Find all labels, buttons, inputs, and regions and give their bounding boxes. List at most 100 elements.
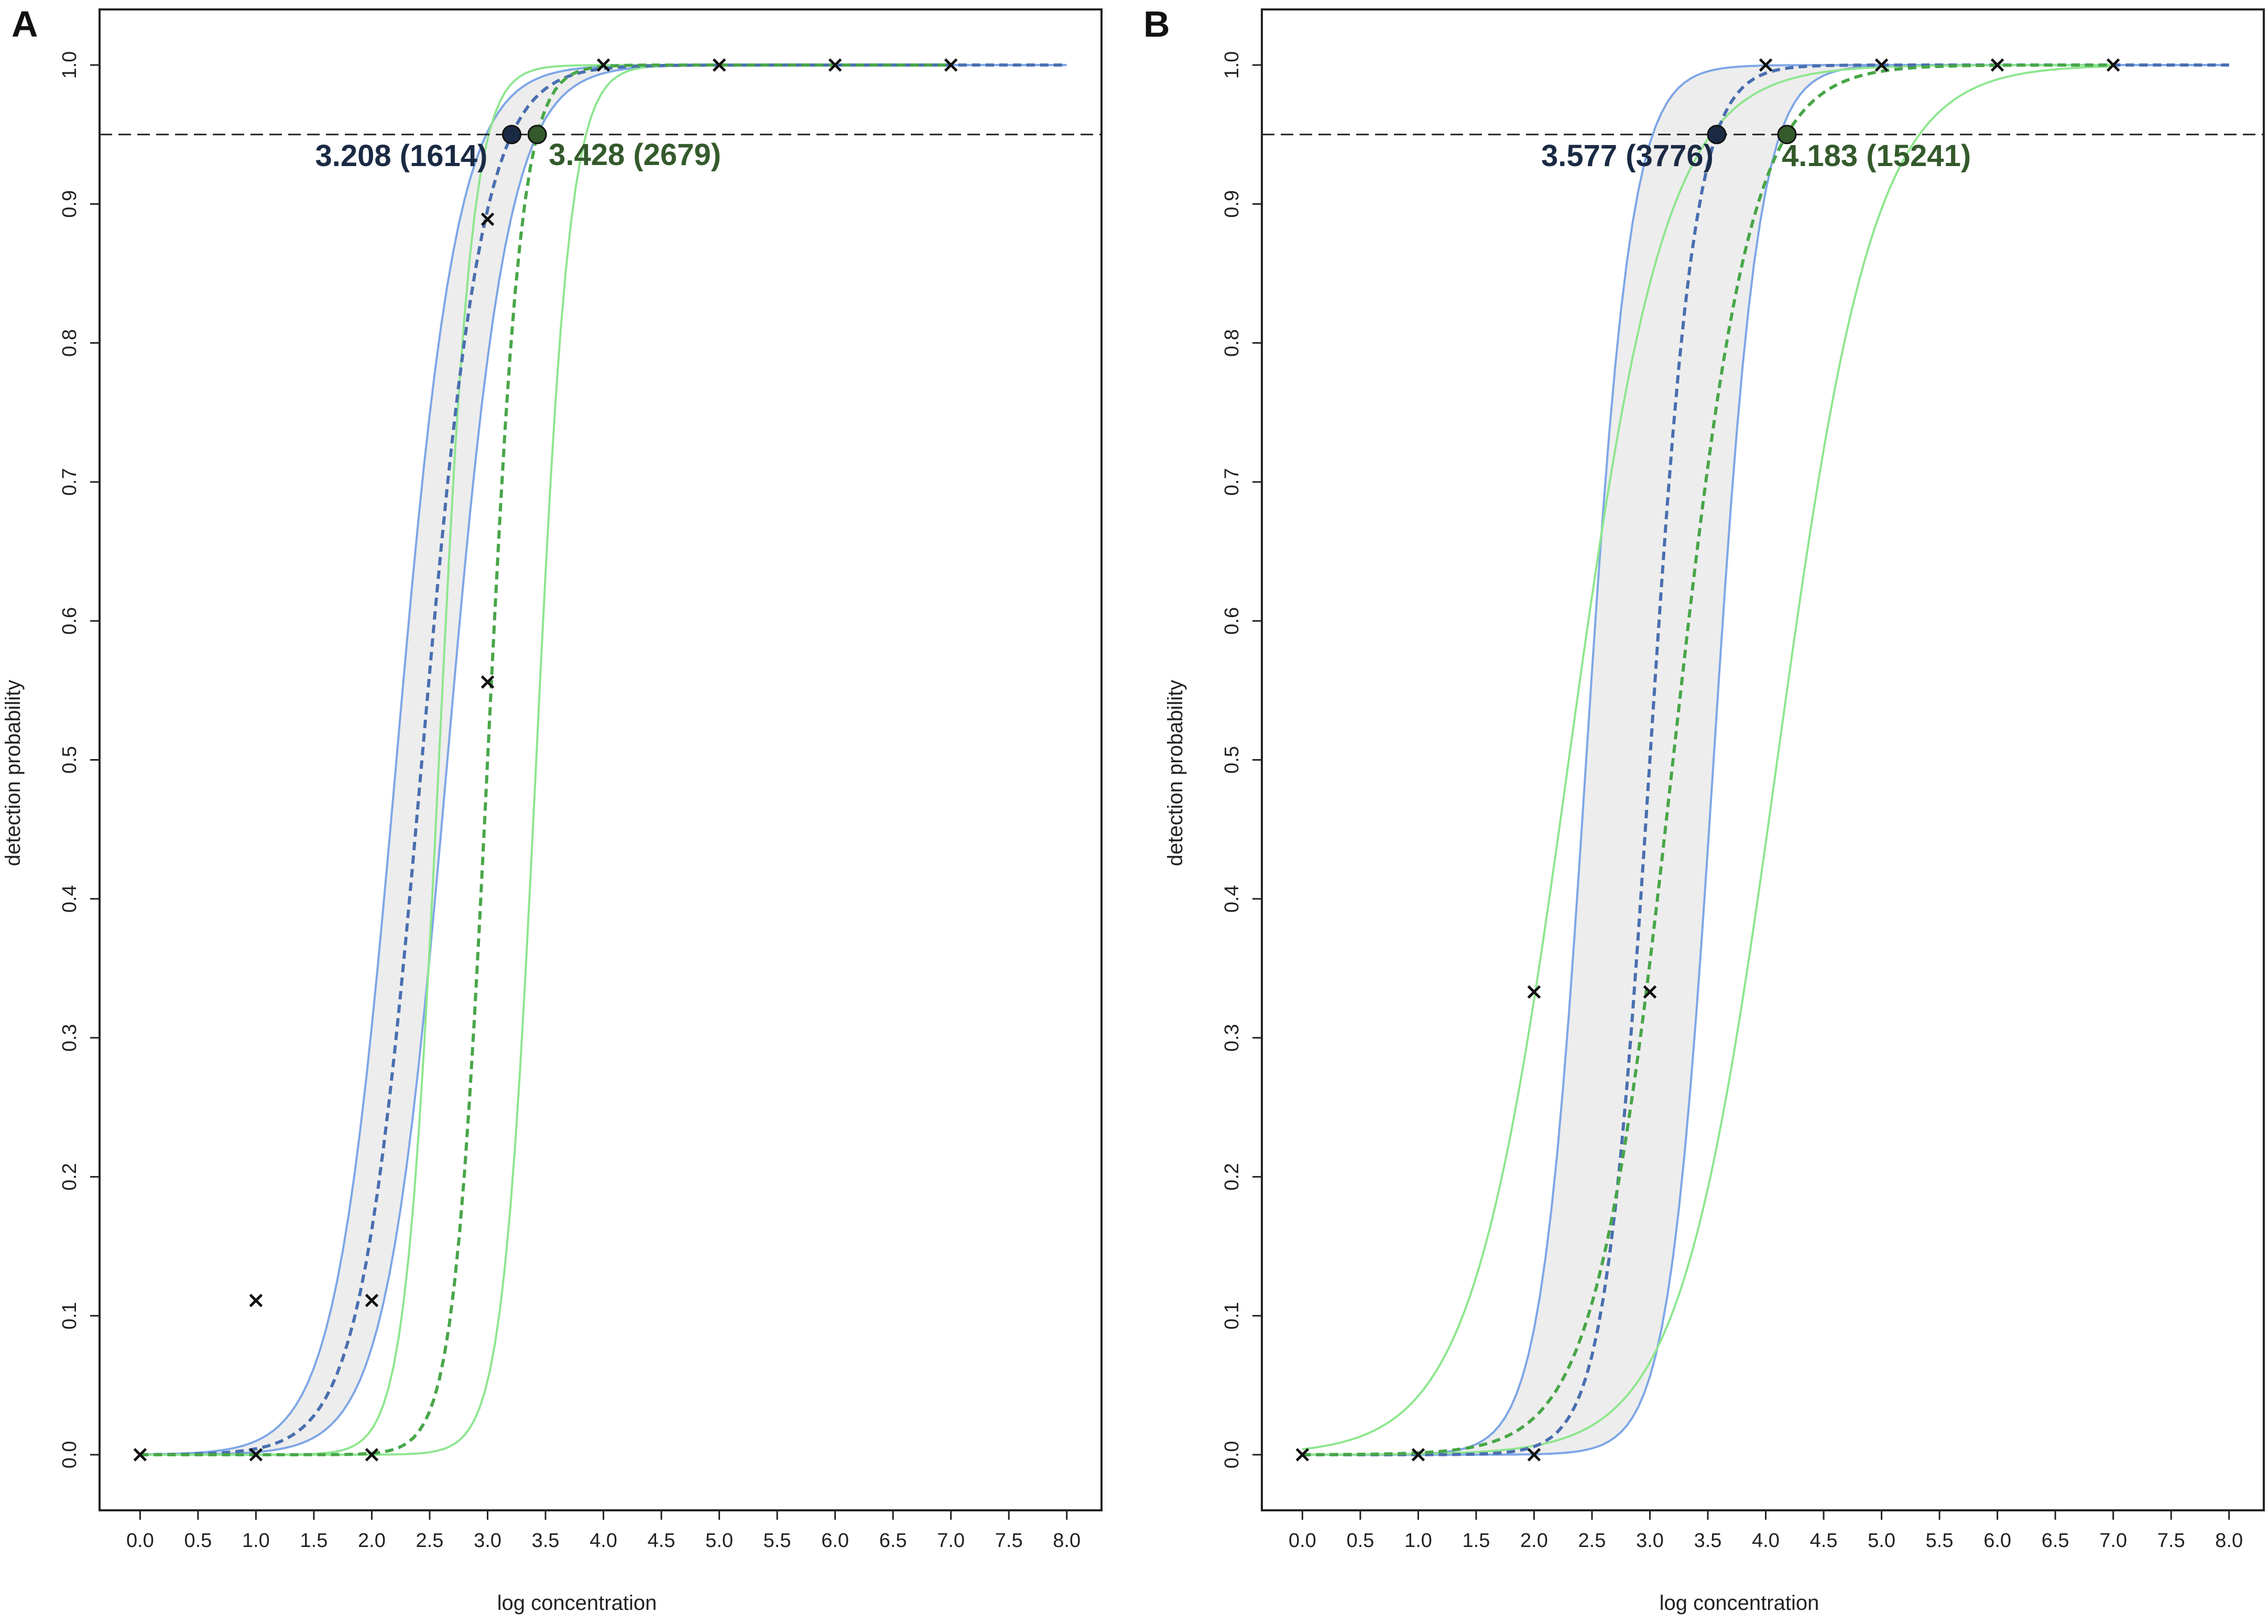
observation-marker xyxy=(365,1448,379,1462)
panel-label: A xyxy=(12,4,38,45)
y-tick-label: 0.4 xyxy=(59,885,81,913)
x-tick-label: 6.0 xyxy=(1983,1530,2011,1552)
lod-point-green xyxy=(527,125,547,145)
y-tick-label: 0.1 xyxy=(1221,1302,1243,1330)
lod-label-green: 3.428 (2679) xyxy=(549,138,721,172)
observation-marker xyxy=(944,58,958,72)
x-tick-label: 5.5 xyxy=(764,1530,791,1552)
series-line-green xyxy=(140,63,951,1456)
plot-area xyxy=(140,63,1067,1456)
x-tick-label: 4.5 xyxy=(1810,1530,1838,1552)
lod-label-blue: 3.577 (3776) xyxy=(1541,139,1714,173)
x-tick-label: 6.5 xyxy=(2042,1530,2069,1552)
observation-marker xyxy=(249,1448,263,1462)
panel-a: 3.208 (1614) 3.428 (2679) 0.0 0.5 1.0 1.5 2.0 2… xyxy=(2,4,1103,1615)
y-tick-label: 0.5 xyxy=(59,746,81,774)
lod-point-blue xyxy=(501,125,521,145)
y-axis-label: detection probability xyxy=(1164,680,1187,866)
y-tick-label: 0.8 xyxy=(59,329,81,357)
y-tick-label: 0.6 xyxy=(1221,607,1243,635)
x-tick-label: 1.5 xyxy=(300,1530,328,1552)
series-line-blue xyxy=(140,63,1067,1456)
panel-b: 3.577 (3776) 4.183 (15241) 0.0 0.5 1.0 1.5 2.0… xyxy=(1143,4,2265,1615)
y-tick-label: 0.0 xyxy=(59,1441,81,1468)
x-tick-label: 6.5 xyxy=(879,1530,907,1552)
x-tick-label: 1.5 xyxy=(1463,1530,1490,1552)
y-tick-label: 0.1 xyxy=(59,1302,81,1330)
observation-marker xyxy=(481,212,495,226)
y-tick-label: 0.2 xyxy=(59,1163,81,1191)
lod-point-green xyxy=(1777,125,1797,145)
x-tick-label: 8.0 xyxy=(2215,1530,2243,1552)
x-tick-label: 7.0 xyxy=(937,1530,965,1552)
lod-label-blue: 3.208 (1614) xyxy=(315,139,487,173)
y-tick-label: 0.9 xyxy=(59,190,81,218)
x-tick-label: 3.5 xyxy=(532,1530,560,1552)
observation-marker xyxy=(1874,58,1889,72)
x-tick-label: 5.0 xyxy=(1868,1530,1895,1552)
x-tick-label: 7.5 xyxy=(2157,1530,2185,1552)
series-line-green xyxy=(1302,63,2113,1456)
x-tick-label: 2.0 xyxy=(358,1530,386,1552)
x-tick-label: 6.0 xyxy=(821,1530,849,1552)
y-tick-label: 0.2 xyxy=(1221,1163,1243,1191)
x-tick-label: 1.0 xyxy=(242,1530,270,1552)
observation-marker xyxy=(2106,58,2120,72)
observation-marker xyxy=(1759,58,1773,72)
observation-marker xyxy=(365,1293,379,1308)
x-tick-label: 4.0 xyxy=(590,1530,617,1552)
panel-label: B xyxy=(1143,4,1170,45)
observation-marker xyxy=(481,675,495,689)
observation-marker xyxy=(133,1448,147,1462)
observation-marker xyxy=(1643,985,1657,999)
x-axis-label: log concentration xyxy=(497,1592,657,1615)
y-tick-label: 0.3 xyxy=(1221,1024,1243,1052)
x-tick-label: 0.5 xyxy=(184,1530,212,1552)
y-tick-label: 0.9 xyxy=(1221,190,1243,218)
x-tick-label: 5.0 xyxy=(705,1530,733,1552)
x-tick-label: 7.5 xyxy=(995,1530,1023,1552)
y-tick-label: 0.5 xyxy=(1221,746,1243,774)
observation-marker xyxy=(1527,1448,1541,1462)
x-tick-label: 2.5 xyxy=(1578,1530,1606,1552)
y-tick-label: 0.6 xyxy=(59,607,81,635)
y-tick-label: 0.3 xyxy=(59,1024,81,1052)
y-tick-label: 0.4 xyxy=(1221,885,1243,913)
green-band-lower xyxy=(1302,65,2113,1456)
x-tick-label: 2.5 xyxy=(416,1530,444,1552)
y-tick-label: 0.7 xyxy=(1221,468,1243,496)
observation-marker xyxy=(1295,1448,1310,1462)
observation-marker xyxy=(828,58,842,72)
x-tick-label: 4.0 xyxy=(1752,1530,1780,1552)
confidence-band-blue xyxy=(140,65,1067,1455)
y-axis-label: detection probability xyxy=(2,680,25,866)
observation-marker xyxy=(1527,985,1541,999)
x-tick-label: 1.0 xyxy=(1404,1530,1432,1552)
x-tick-label: 8.0 xyxy=(1053,1530,1081,1552)
x-tick-label: 0.0 xyxy=(126,1530,154,1552)
x-tick-label: 0.0 xyxy=(1289,1530,1316,1552)
x-tick-label: 2.0 xyxy=(1520,1530,1548,1552)
y-tick-label: 1.0 xyxy=(59,51,81,79)
y-tick-label: 1.0 xyxy=(1221,51,1243,79)
x-tick-label: 5.5 xyxy=(1926,1530,1954,1552)
observation-marker xyxy=(712,58,726,72)
x-tick-label: 3.0 xyxy=(474,1530,501,1552)
x-tick-label: 0.5 xyxy=(1346,1530,1374,1552)
x-tick-label: 7.0 xyxy=(2099,1530,2127,1552)
observation-marker xyxy=(1990,58,2004,72)
observation-marker xyxy=(596,58,610,72)
lod-point-blue xyxy=(1707,125,1727,145)
observation-marker xyxy=(1411,1448,1425,1462)
x-axis-label: log concentration xyxy=(1660,1592,1819,1615)
x-tick-label: 3.0 xyxy=(1636,1530,1664,1552)
y-tick-label: 0.8 xyxy=(1221,329,1243,357)
y-tick-label: 0.7 xyxy=(59,468,81,496)
lod-label-green: 4.183 (15241) xyxy=(1782,139,1971,173)
x-tick-label: 3.5 xyxy=(1694,1530,1722,1552)
y-tick-label: 0.0 xyxy=(1221,1441,1243,1468)
x-tick-label: 4.5 xyxy=(648,1530,675,1552)
observation-marker xyxy=(249,1293,263,1308)
